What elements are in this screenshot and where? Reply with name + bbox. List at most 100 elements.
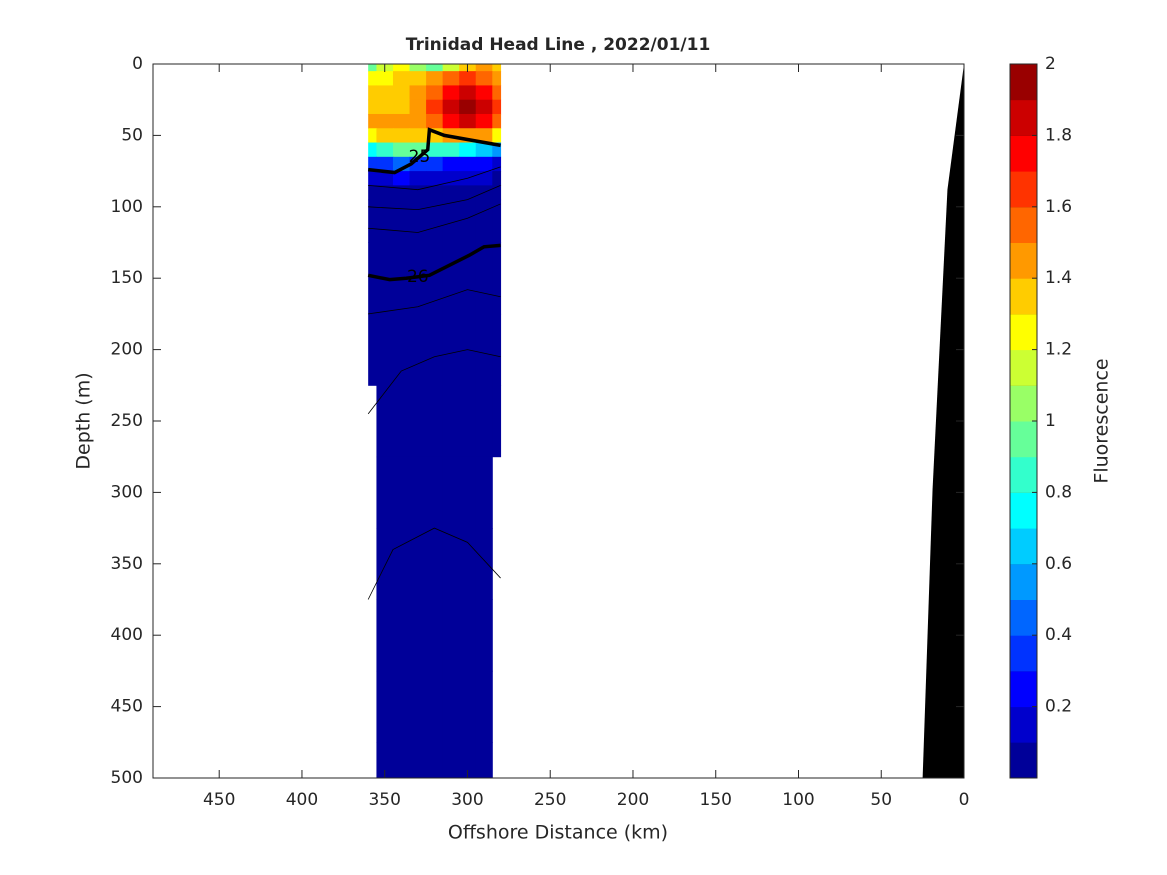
contour-cell (442, 71, 460, 86)
contour-cell (475, 171, 493, 186)
y-tick-label: 150 (111, 268, 143, 288)
colorbar-tick-label: 0.6 (1045, 554, 1072, 574)
contour-cell (475, 128, 493, 144)
y-tick-label: 400 (111, 625, 143, 645)
contour-cell (459, 99, 477, 115)
contour-cell (426, 385, 444, 458)
x-tick-label: 50 (870, 790, 892, 810)
contour-cell (392, 670, 411, 743)
contour-cell (475, 85, 493, 101)
contour-cell (459, 242, 477, 315)
contour-cell (492, 199, 502, 243)
contour-cell (442, 528, 460, 600)
contour-cell (426, 528, 444, 600)
contour-cell (442, 142, 460, 158)
y-tick-label: 100 (111, 197, 143, 217)
contour-cell (368, 113, 377, 129)
y-tick-label: 500 (111, 768, 143, 788)
contour-cell (475, 385, 493, 458)
contour-cell (442, 199, 460, 243)
contour-cell (492, 128, 502, 144)
contour-cell (392, 128, 411, 144)
contour-cell (392, 456, 411, 529)
contour-cell (459, 113, 477, 129)
colorbar-label: Fluorescence (1091, 358, 1113, 483)
contour-cell (492, 242, 502, 315)
contour-cell (492, 85, 502, 101)
y-tick-label: 450 (111, 697, 143, 717)
contour-cell (475, 313, 493, 386)
colorbar-tick-label: 1.2 (1045, 340, 1072, 360)
contour-cell (459, 670, 477, 743)
contour-cell (376, 199, 394, 243)
contour-cell (376, 99, 394, 115)
contour-cell (376, 156, 394, 172)
contour-line (368, 185, 501, 211)
contour-cell (376, 128, 394, 144)
contour-cell (426, 85, 444, 101)
contour-cell (368, 99, 377, 115)
chart-title: Trinidad Head Line , 2022/01/11 (406, 35, 711, 55)
contour-cell (442, 670, 460, 743)
contour-cell (442, 742, 460, 779)
contour-cell (442, 171, 460, 186)
contour-cell (409, 528, 427, 600)
contour-line (368, 289, 501, 315)
contour-cell (368, 85, 377, 101)
colorbar-band (1010, 492, 1037, 529)
contour-cell (459, 385, 477, 458)
contour-cell (426, 99, 444, 115)
contour-cell (376, 670, 394, 743)
contour-cell (442, 456, 460, 529)
colorbar-band (1010, 135, 1037, 172)
colorbar-tick-label: 0.2 (1045, 697, 1072, 717)
contour-cell (442, 113, 460, 129)
contour-cell (442, 313, 460, 386)
colorbar-band (1010, 599, 1037, 636)
colorbar-band (1010, 99, 1037, 136)
contour-cell (426, 599, 444, 672)
contour-cell (376, 313, 394, 386)
contour-cell (492, 385, 502, 458)
contour-cell (426, 142, 444, 158)
contour-cell (492, 113, 502, 129)
contour-cell (392, 742, 411, 779)
contour-cell (459, 85, 477, 101)
contour-cell (492, 156, 502, 172)
contour-cell (392, 599, 411, 672)
contour-cell (409, 185, 427, 201)
contour-cell (392, 528, 411, 600)
contour-cell (368, 64, 377, 72)
contour-cell (442, 385, 460, 458)
contour-cell (368, 156, 377, 172)
contour-cell (409, 85, 427, 101)
contour-cell (459, 742, 477, 779)
contour-cell (459, 456, 477, 529)
contour-cell (426, 242, 444, 315)
contour-cell (376, 742, 394, 779)
colorbar-band (1010, 64, 1037, 101)
x-tick-label: 300 (451, 790, 483, 810)
y-tick-label: 250 (111, 411, 143, 431)
colorbar-tick-label: 1 (1045, 411, 1056, 431)
colorbar-band (1010, 242, 1037, 279)
contour-cell (409, 99, 427, 115)
contour-cell (459, 599, 477, 672)
contour-cell (459, 185, 477, 201)
contour-cell (409, 171, 427, 186)
contour-cell (368, 71, 377, 86)
x-axis-label: Offshore Distance (km) (448, 822, 668, 844)
contour-cell (368, 128, 377, 144)
contour-line (368, 166, 501, 191)
contour-cell (392, 171, 411, 186)
contour-cell (426, 113, 444, 129)
colorbar-tick-label: 2 (1045, 54, 1056, 74)
contour-cell (492, 71, 502, 86)
contour-cell (426, 185, 444, 201)
contour-cell (459, 199, 477, 243)
colorbar-band (1010, 670, 1037, 708)
colorbar-tick-label: 1.4 (1045, 268, 1072, 288)
contour-cell (376, 456, 394, 529)
contour-cell (492, 185, 502, 201)
